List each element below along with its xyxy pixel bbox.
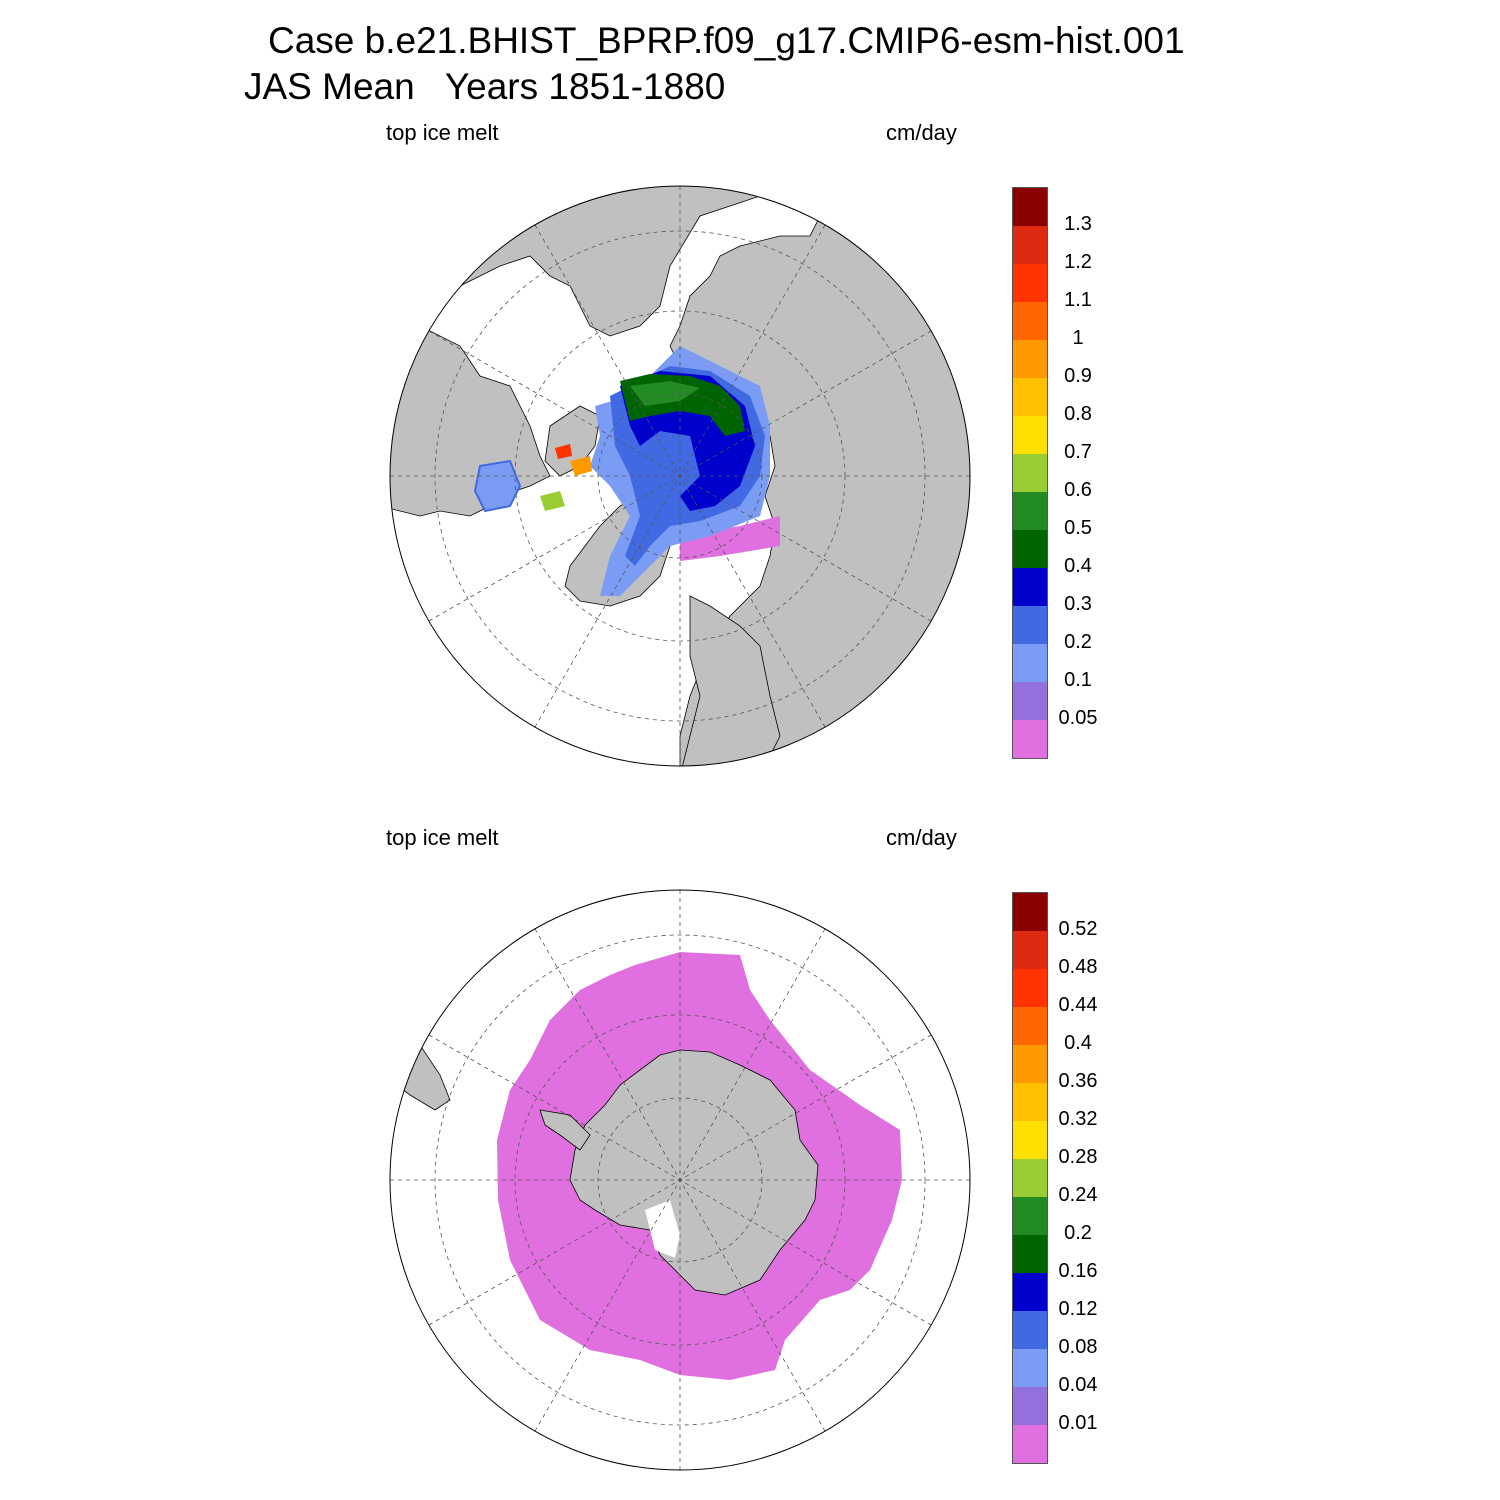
south-land-peninsula (539, 1109, 591, 1151)
south-left-label: top ice melt (386, 825, 499, 850)
north-left-label: top ice melt (386, 120, 499, 145)
south-colorbar-swatch (1013, 1311, 1047, 1349)
north-colorbar-tick-label: 1.3 (1064, 213, 1092, 235)
south-graticule (390, 890, 970, 1470)
north-melt-yellowgreen (540, 491, 565, 511)
north-colorbar-swatch (1013, 340, 1047, 378)
south-colorbar-swatch (1013, 1045, 1047, 1083)
plot-title-line2: JAS Mean Years 1851-1880 (244, 66, 726, 107)
north-colorbar-tick-label: 0.5 (1064, 517, 1092, 539)
south-colorbar-tick-label: 0.12 (1058, 1298, 1098, 1320)
south-colorbar-swatch (1013, 1197, 1047, 1235)
north-colorbar-tick-label: 0.6 (1064, 479, 1092, 501)
plot-title-line1: Case b.e21.BHIST_BPRP.f09_g17.CMIP6-esm-… (268, 20, 1185, 61)
north-map-boundary (389, 185, 971, 767)
north-melt-hudson (473, 459, 522, 513)
south-colorbar-tick-label: 0.04 (1058, 1374, 1098, 1396)
north-right-label: cm/day (886, 120, 957, 145)
south-colorbar (1012, 892, 1048, 1464)
south-colorbar-tick-label: 0.08 (1058, 1336, 1098, 1358)
south-colorbar-tick-label: 0.52 (1058, 918, 1098, 940)
north-colorbar-tick-label: 1.1 (1064, 289, 1092, 311)
north-colorbar-swatch (1013, 606, 1047, 644)
north-polar-map (389, 185, 971, 767)
north-colorbar-swatch (1013, 416, 1047, 454)
north-colorbar-tick-label: 0.7 (1064, 441, 1092, 463)
south-colorbar-swatch (1013, 1425, 1047, 1463)
north-colorbar-swatch (1013, 568, 1047, 606)
north-colorbar-swatch (1013, 644, 1047, 682)
south-colorbar-swatch (1013, 969, 1047, 1007)
north-melt-red (555, 444, 572, 459)
south-colorbar-tick-label: 0.2 (1064, 1222, 1092, 1244)
south-map-boundary (389, 889, 971, 1471)
south-colorbar-swatch (1013, 931, 1047, 969)
south-colorbar-swatch (1013, 1387, 1047, 1425)
north-melt-green (630, 381, 700, 406)
south-polar-map (389, 889, 971, 1471)
north-colorbar-tick-label: 1.2 (1064, 251, 1092, 273)
south-colorbar-swatch (1013, 1273, 1047, 1311)
south-colorbar-tick-label: 0.32 (1058, 1108, 1098, 1130)
north-colorbar-tick-label: 1 (1072, 327, 1084, 349)
north-colorbar-tick-label: 0.05 (1058, 707, 1098, 729)
north-colorbar-swatch (1013, 188, 1047, 226)
south-colorbar-tick-label: 0.16 (1058, 1260, 1098, 1282)
north-colorbar-swatch (1013, 302, 1047, 340)
north-colorbar-swatch (1013, 682, 1047, 720)
south-colorbar-tick-label: 0.24 (1058, 1184, 1098, 1206)
north-colorbar-swatch (1013, 492, 1047, 530)
north-land-americas (390, 325, 551, 517)
south-colorbar-tick-label: 0.36 (1058, 1070, 1098, 1092)
north-colorbar-tick-label: 0.3 (1064, 593, 1092, 615)
south-colorbar-tick-label: 0.01 (1058, 1412, 1098, 1434)
south-colorbar-swatch (1013, 1083, 1047, 1121)
south-colorbar-tick-label: 0.4 (1064, 1032, 1092, 1054)
north-melt-orange (570, 456, 592, 476)
south-land-antarctica (569, 1049, 819, 1296)
north-colorbar-swatch (1013, 454, 1047, 492)
south-colorbar-swatch (1013, 1159, 1047, 1197)
north-colorbar-swatch (1013, 530, 1047, 568)
north-colorbar-tick-label: 0.1 (1064, 669, 1092, 691)
north-colorbar-tick-label: 0.2 (1064, 631, 1092, 653)
south-colorbar-swatch (1013, 1349, 1047, 1387)
north-colorbar-swatch (1013, 378, 1047, 416)
south-colorbar-swatch (1013, 1121, 1047, 1159)
south-colorbar-tick-label: 0.44 (1058, 994, 1098, 1016)
south-ross-sea (645, 1200, 680, 1258)
south-right-label: cm/day (886, 825, 957, 850)
north-colorbar (1012, 187, 1048, 759)
south-colorbar-swatch (1013, 893, 1047, 931)
south-land-southamerica (390, 1029, 451, 1111)
south-colorbar-tick-label: 0.48 (1058, 956, 1098, 978)
south-colorbar-swatch (1013, 1007, 1047, 1045)
north-colorbar-tick-label: 0.4 (1064, 555, 1092, 577)
north-colorbar-swatch (1013, 720, 1047, 758)
south-colorbar-tick-label: 0.28 (1058, 1146, 1098, 1168)
north-colorbar-tick-label: 0.9 (1064, 365, 1092, 387)
south-colorbar-swatch (1013, 1235, 1047, 1273)
north-graticule (390, 186, 970, 766)
north-colorbar-tick-label: 0.8 (1064, 403, 1092, 425)
north-colorbar-swatch (1013, 264, 1047, 302)
north-land-eurasia (390, 186, 970, 766)
north-melt-pink (680, 516, 780, 561)
north-colorbar-swatch (1013, 226, 1047, 264)
